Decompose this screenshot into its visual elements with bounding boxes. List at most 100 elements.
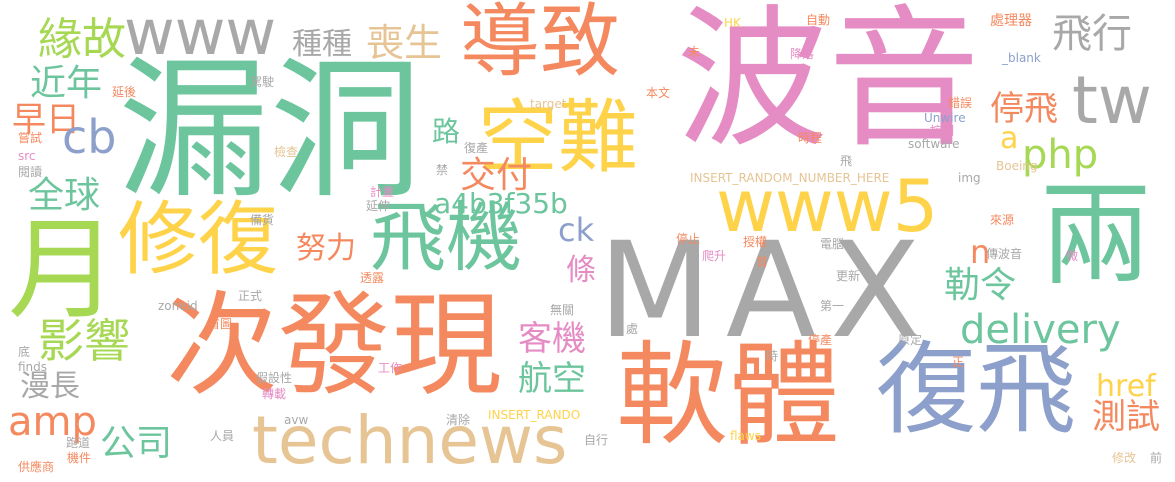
word-qian: 前: [1150, 451, 1163, 465]
word-kongnan: 空難: [478, 91, 638, 184]
word-gongsi: 公司: [100, 423, 173, 464]
word-yuanding: 原定: [898, 333, 923, 347]
word-sangsheng: 喪生: [366, 21, 443, 65]
word-tiao: 條: [566, 253, 596, 288]
word-manchang: 漫長: [20, 369, 80, 404]
word-jijian: 機件: [67, 451, 92, 465]
word-zhongzhong: 種種: [292, 27, 352, 62]
word-cb: cb: [62, 110, 117, 164]
word-cuowu: 錯誤: [948, 96, 973, 110]
word-gongyingshang: 供應商: [18, 460, 55, 474]
word-laiyuan: 來源: [990, 213, 1015, 227]
word-loudong: 漏洞: [118, 42, 422, 219]
word-max: MAX: [598, 214, 935, 368]
word-shouquan: 授權: [743, 235, 768, 249]
word-jiashexing: 假設性: [256, 371, 293, 385]
word-kongzhi: 控制: [930, 124, 955, 138]
word-yingxiang: 影響: [38, 314, 130, 368]
word-tingzhi: 停止: [676, 232, 701, 246]
word-jihua: 計畫: [370, 185, 395, 199]
word-jiancha: 檢查: [274, 145, 299, 159]
word-lu: 路: [432, 115, 461, 148]
word-beihuo: 備貨: [250, 213, 275, 227]
word-gengxin: 更新: [836, 269, 861, 283]
word-yue: 月: [8, 206, 118, 334]
word-boeing-en: Boeing: [996, 159, 1038, 173]
word-shi: 時: [766, 349, 779, 363]
word-src: src: [18, 149, 36, 163]
word-tingchan: 停產: [808, 333, 833, 347]
word-shou: 首: [756, 255, 769, 269]
word-unwire: Unwire: [924, 111, 966, 125]
word-shicheng: 時程: [798, 131, 823, 145]
word-jiaofu: 交付: [460, 155, 533, 196]
word-benwen: 本文: [646, 86, 671, 100]
word-chu: 處: [626, 322, 639, 336]
word-yanhou: 延後: [112, 85, 137, 99]
word-jiashi: 駕駛: [250, 75, 275, 89]
word-chuanboyin: 傳波音: [986, 247, 1023, 261]
word-xiufu: 修復: [118, 193, 278, 286]
word-href: href: [1096, 369, 1156, 404]
word-delivery: delivery: [960, 307, 1121, 353]
word-xiugai: 修改: [1112, 451, 1137, 465]
word-insert-rando: INSERT_RANDO: [488, 408, 581, 422]
word-amp: amp: [8, 399, 97, 445]
word-paodao: 跑道: [66, 436, 91, 450]
word-wei-small: 微: [1066, 249, 1079, 263]
word-n: n: [970, 233, 991, 271]
word-yanshen: 延伸: [366, 199, 391, 213]
word-zidong: 自動: [806, 13, 831, 27]
word-pasheng: 爬升: [702, 249, 727, 263]
word-feiji: 飛機: [370, 193, 522, 282]
word-renyuan: 人員: [210, 429, 235, 443]
word-zoneid: zoneid: [158, 299, 198, 313]
word-liang: 兩: [1040, 171, 1152, 301]
word-ck: ck: [558, 211, 595, 249]
word-daozhi: 導致: [460, 0, 620, 88]
word-hk: HK: [724, 16, 741, 30]
word-leling: 勒令: [944, 265, 1017, 306]
word-a4b3f35b: a4b3f35b: [434, 187, 568, 220]
word-a: a: [1000, 121, 1019, 156]
word-zixing: 自行: [584, 433, 609, 447]
word-quanqiu: 全球: [28, 175, 101, 216]
word-jinnian: 近年: [30, 63, 103, 104]
word-nuli: 努力: [296, 231, 356, 266]
word-diyi: 第一: [820, 299, 845, 313]
word-wei: 未: [688, 45, 701, 59]
word-qingchu: 清除: [446, 413, 471, 427]
word-www5: www5: [716, 164, 939, 248]
word-tingfei: 停飛: [990, 89, 1058, 129]
word-diannao: 電腦: [820, 237, 845, 251]
word-software: software: [908, 137, 960, 151]
word-di: 底: [18, 345, 31, 359]
word-target: target: [530, 97, 567, 111]
word-changshi: 嘗試: [18, 131, 43, 145]
word-zaori: 早日: [12, 100, 80, 140]
word-blank: _blank: [1002, 51, 1041, 65]
word-finds: finds: [18, 360, 48, 374]
word-technews: technews: [252, 402, 568, 479]
word-zhengshi: 正式: [238, 289, 263, 303]
word-jiangluo: 降落: [790, 47, 815, 61]
word-avw: avw: [284, 413, 309, 427]
word-wuguan: 無關: [550, 303, 575, 317]
word-fuchan: 復產: [464, 141, 489, 155]
word-www: www: [124, 0, 277, 69]
word-hangkong: 航空: [518, 359, 586, 399]
word-insert-random: INSERT_RANDOM_NUMBER_HERE: [690, 171, 890, 185]
word-gongzuo: 工作: [378, 361, 403, 375]
word-php: php: [1022, 132, 1099, 178]
word-tw: tw: [1072, 62, 1152, 139]
word-img: img: [958, 171, 981, 185]
word-feixing: 飛行: [1052, 11, 1132, 57]
word-zheng: 正: [952, 355, 965, 369]
word-chuliqi: 處理器: [990, 13, 1032, 29]
word-jin: 禁: [436, 163, 449, 177]
word-yuedu: 閱讀: [18, 165, 43, 179]
word-toulu: 透露: [360, 271, 385, 285]
word-fei-small: 飛: [840, 154, 853, 168]
word-fufei: 復飛: [876, 331, 1076, 448]
